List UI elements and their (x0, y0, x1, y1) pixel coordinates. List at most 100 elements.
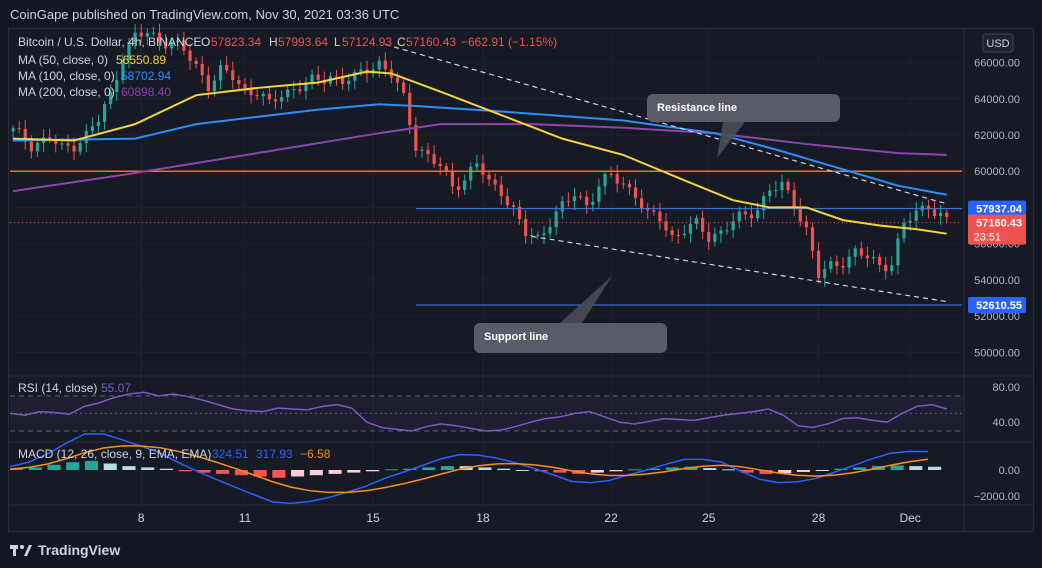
price-chart[interactable]: Resistance line Support line 66000.00 6400… (0, 0, 1042, 540)
candle-body (17, 128, 21, 130)
footer-brand[interactable]: TradingView (10, 542, 120, 558)
candle-body (121, 59, 125, 81)
candle-body (102, 104, 107, 122)
candle-body (548, 227, 552, 234)
macd-tick-label: −2000.00 (974, 491, 1020, 503)
candle-body (737, 211, 741, 222)
candle-body (511, 205, 516, 207)
resistance-callout-box (647, 94, 840, 122)
candle-body (109, 91, 113, 105)
candle-body (676, 234, 680, 236)
macd-hist-bar (309, 470, 323, 476)
candle-body (414, 125, 418, 151)
candle-body (945, 212, 949, 217)
candle-body (420, 149, 424, 151)
candle-body (72, 145, 76, 152)
candle-body (823, 269, 827, 279)
macd-value-3: −6.58 (300, 447, 331, 461)
candle-body (725, 230, 729, 232)
candle-body (475, 163, 479, 167)
candle-body (853, 248, 857, 257)
candle-body (664, 221, 668, 231)
macd-hist-bar (928, 466, 942, 470)
candle-body (646, 208, 650, 211)
candle-body (847, 256, 851, 268)
candle-body (536, 234, 540, 236)
support-trendline (531, 235, 947, 303)
candle-body (408, 92, 412, 126)
candle-body (578, 196, 583, 198)
macd-hist-bar (628, 469, 642, 471)
price-badge-last-countdown: 23:51 (973, 232, 1001, 244)
candle-body (298, 89, 302, 92)
ma50-label: MA (50, close, 0) (18, 53, 108, 67)
macd-hist-bar (84, 460, 99, 470)
ma200-value: 60898.40 (121, 85, 171, 99)
candle-body (627, 183, 632, 188)
candle-body (560, 201, 564, 212)
legend-c-value: 57160.43 (406, 35, 456, 49)
candle-body (682, 233, 686, 235)
resistance-trendline (385, 43, 947, 205)
candle-body (340, 76, 345, 85)
resistance-callout-pointer (717, 122, 745, 158)
macd-line (9, 433, 929, 505)
support-callout-box (474, 323, 667, 353)
candle-body (23, 128, 27, 142)
x-tick-label: 25 (702, 511, 716, 525)
macd-hist-bar (478, 467, 492, 470)
candle-body (896, 238, 900, 266)
candle-body (505, 196, 509, 206)
legend-o-value: 57823.34 (211, 35, 261, 49)
currency-button[interactable]: USD (982, 33, 1014, 53)
candle-body (902, 222, 906, 239)
macd-hist-bar (590, 470, 604, 473)
candle-body (402, 82, 406, 93)
rsi-label: RSI (14, close) (18, 381, 97, 395)
candle-body (35, 142, 40, 152)
y-tick-label: 60000.00 (974, 166, 1020, 178)
ma200-line (12, 123, 947, 193)
rsi-line (9, 391, 947, 432)
macd-hist-bar (197, 470, 211, 473)
candle-body (908, 220, 912, 223)
y-tick-label: 62000.00 (974, 130, 1020, 142)
macd-label: MACD (12, 26, close, 9, EMA, EMA) (18, 447, 211, 461)
candle-body (615, 173, 619, 184)
candle-body (487, 174, 491, 180)
candle-body (157, 32, 162, 42)
candle-body (383, 60, 387, 70)
candle-body (932, 209, 937, 217)
candle-body (914, 210, 918, 221)
candle-body (60, 143, 64, 145)
candle-body (835, 261, 839, 267)
candle-body (231, 70, 235, 80)
legend-o-label: O (201, 35, 210, 49)
macd-hist-bar (853, 467, 867, 470)
annotations-group: Resistance line Support line (474, 94, 840, 353)
candle-body (164, 41, 168, 49)
candle-body (218, 64, 223, 81)
macd-hist-bar (553, 470, 567, 473)
candle-body (859, 248, 863, 256)
candle-body (707, 231, 711, 242)
candle-body (139, 32, 143, 37)
macd-hist-bar (66, 462, 80, 470)
candle-body (469, 166, 473, 181)
macd-hist-bar (796, 470, 810, 472)
macd-hist-bar (759, 470, 773, 474)
candle-body (658, 211, 662, 222)
price-badge-high-bg (968, 200, 1026, 217)
candle-body (255, 94, 259, 97)
candle-body (127, 42, 131, 60)
legend-l-label: L (334, 35, 341, 49)
macd-pane: 0.00 −2000.00 (9, 433, 1034, 506)
x-tick-label: 15 (366, 511, 380, 525)
macd-hist-bar (703, 468, 717, 470)
candle-body (200, 64, 204, 76)
candle-body (188, 50, 192, 61)
candle-body (688, 223, 693, 234)
macd-value-1: 324.51 (212, 447, 249, 461)
candle-body (29, 141, 33, 152)
candle-body (377, 60, 381, 70)
